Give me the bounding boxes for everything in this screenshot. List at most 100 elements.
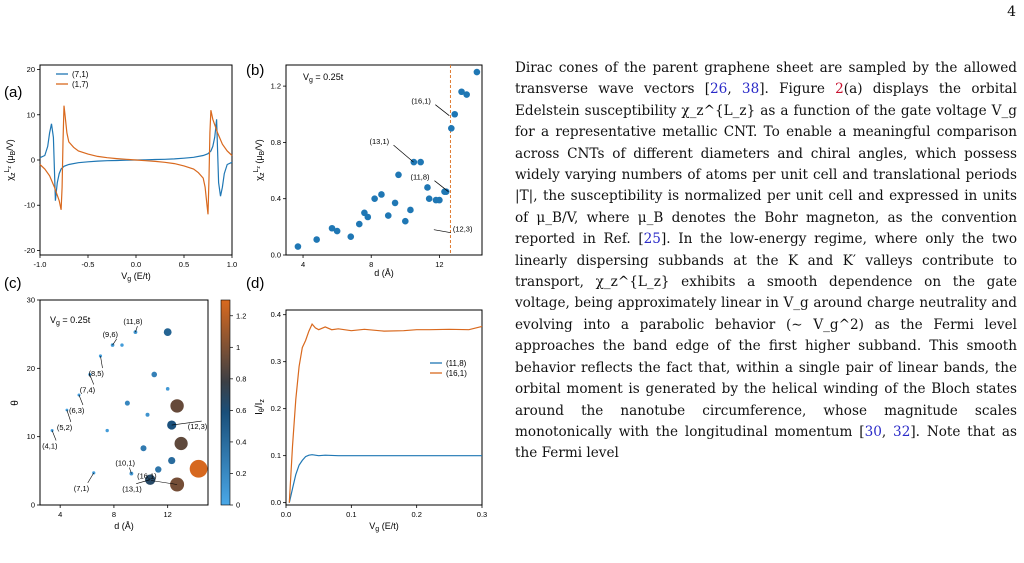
data-point <box>424 184 431 191</box>
text-run: ]. Figure <box>759 81 836 98</box>
data-point <box>364 213 372 221</box>
point-label: (16,1) <box>411 97 431 106</box>
citation-link[interactable]: 30 <box>864 423 882 440</box>
panel-d-xtick-label: 0.0 <box>281 510 291 519</box>
panel-d-xtick-label: 0.3 <box>477 510 487 519</box>
panel-d-legend: (11,8) (16,1) <box>430 359 467 378</box>
panel-label-a: (a) <box>4 84 22 101</box>
point-label: (12,3) <box>188 422 208 431</box>
data-point <box>120 343 124 347</box>
panel-a-xtick-label: -1.0 <box>34 260 47 269</box>
body-text: Dirac cones of the parent graphene sheet… <box>515 58 1017 465</box>
panel-a-lines <box>39 105 233 215</box>
panel-a-ytick-label: 10 <box>27 110 35 119</box>
panel-a-ylabel: χzLz (μB/V) <box>4 139 17 181</box>
data-point <box>347 233 355 241</box>
panel-c-ytick-label: 20 <box>27 364 35 373</box>
panel-b-frame <box>285 64 483 256</box>
annotation-arrow <box>433 229 451 234</box>
panel-b-ytick-label: 0.8 <box>271 138 281 147</box>
panel-label-b: (b) <box>246 62 264 79</box>
data-point <box>313 236 320 243</box>
panel-d-ytick-label: 0.0 <box>271 498 281 507</box>
panel-b-xtick-label: 12 <box>435 260 443 269</box>
data-point <box>333 227 341 235</box>
point-label: (10,1) <box>115 459 135 468</box>
colorbar-tick-label: 0.4 <box>236 437 246 446</box>
point-label: (6,3) <box>69 406 85 415</box>
text-run: ]. In the low-energy regime, where only … <box>515 231 1018 440</box>
panel-a-xtick-label: 0.0 <box>131 260 141 269</box>
panel-c-ytick-label: 10 <box>27 432 35 441</box>
data-point <box>371 195 378 203</box>
annotation-arrow <box>434 180 449 192</box>
annotation-arrow <box>87 472 95 484</box>
data-point <box>410 158 418 166</box>
data-point <box>163 328 172 337</box>
data-point <box>189 459 208 478</box>
point-label: (13,1) <box>122 485 142 494</box>
annotation-arrow <box>393 144 414 163</box>
point-label: (5,2) <box>57 423 73 432</box>
panel-b: 4 8 12 0.0 0.4 0.8 1.2 (16,1) (13,1) (11,8) (12,3… <box>253 64 483 278</box>
panel-c-xtick-label: 12 <box>164 510 172 519</box>
colorbar <box>220 299 231 506</box>
panel-d-ytick-label: 0.3 <box>271 357 281 366</box>
panel-c-ylabel: θ <box>10 400 21 406</box>
series-line-1-7 <box>39 105 233 215</box>
panel-d-ytick-label: 0.4 <box>271 310 281 319</box>
panel-d-frame <box>285 309 483 506</box>
point-label: (12,3) <box>453 225 473 234</box>
citation-link[interactable]: 32 <box>893 423 911 440</box>
point-label: (13,1) <box>370 137 390 146</box>
annotation-arrow <box>100 355 103 369</box>
panel-c-frame <box>39 299 209 506</box>
citation-link[interactable]: 25 <box>643 231 661 248</box>
data-point <box>425 195 433 203</box>
panel-label-c: (c) <box>4 275 22 292</box>
panel-c-xtick-label: 4 <box>58 510 62 519</box>
data-point <box>328 224 336 232</box>
figure-link[interactable]: 2 <box>835 81 844 98</box>
figure-svg: (a) (b) (c) (d) -1.0 -0.5 0.0 0.5 1.0 -20 -10 0… <box>4 62 488 533</box>
panel-d-xlabel: Vg (E/t) <box>369 521 398 533</box>
data-point <box>168 456 176 465</box>
data-point <box>391 199 399 207</box>
panel-b-xtick-label: 8 <box>369 260 373 269</box>
citation-link[interactable]: 26 <box>710 81 728 98</box>
panel-a-xtick-label: 1.0 <box>227 260 237 269</box>
data-point <box>402 217 409 225</box>
colorbar-tick-label: 0.6 <box>236 406 246 415</box>
data-point <box>105 428 109 433</box>
panel-d-ylabel: Iθ/Iz <box>254 399 266 415</box>
panel-c-ytick-label: 0 <box>31 501 35 510</box>
panel-c-annotation: Vg = 0.25t <box>50 315 91 327</box>
panel-d-xtick-label: 0.2 <box>411 510 421 519</box>
legend-label-11-8: (11,8) <box>446 359 467 368</box>
data-point <box>395 171 402 179</box>
point-label: (4,1) <box>42 442 58 451</box>
series-line-16-1 <box>288 323 483 503</box>
citation-link[interactable]: 38 <box>741 81 760 98</box>
panel-d-ticks: 0.0 0.1 0.2 0.3 0.0 0.1 0.2 0.3 0.4 <box>271 310 488 519</box>
colorbar-tick-label: 0 <box>236 501 240 510</box>
panel-c-ytick-label: 30 <box>27 296 35 305</box>
point-label: (7,4) <box>80 385 96 394</box>
colorbar-tick-label: 1.2 <box>236 311 246 320</box>
data-point <box>294 243 302 250</box>
point-label: (16,1) <box>137 472 157 481</box>
data-point <box>170 399 184 413</box>
data-point <box>124 400 130 406</box>
data-point <box>384 212 392 219</box>
text-run: ]. Note that as the Fermi level <box>515 423 1017 462</box>
data-point <box>463 91 470 98</box>
panel-a-ytick-label: -20 <box>24 246 35 255</box>
panel-b-points <box>294 68 481 250</box>
annotation-arrow <box>66 409 72 423</box>
data-point <box>155 466 162 473</box>
legend-label-1-7: (1,7) <box>72 80 89 89</box>
colorbar-tick-label: 1 <box>236 343 240 352</box>
panel-a-ytick-label: 0 <box>31 156 35 165</box>
data-point <box>407 206 414 214</box>
legend-label-7-1: (7,1) <box>72 70 89 79</box>
